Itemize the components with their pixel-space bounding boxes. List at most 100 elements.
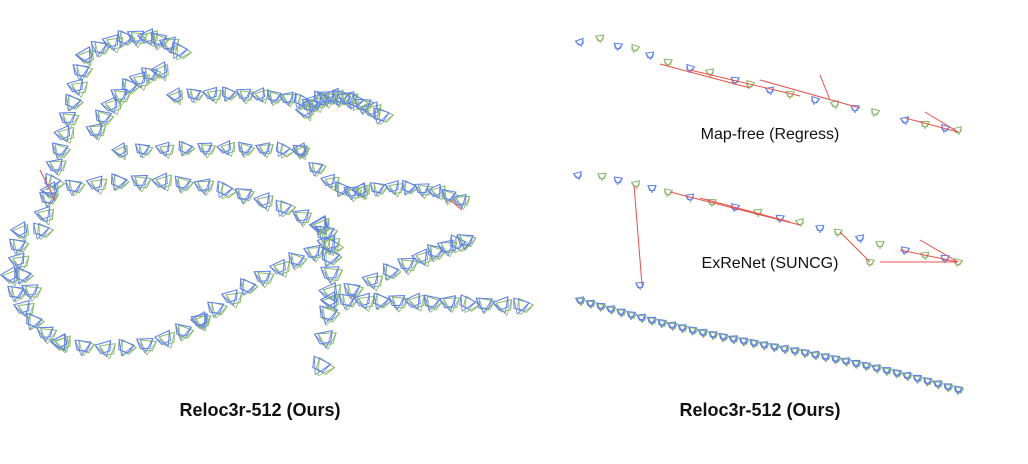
camera-frustum: [833, 228, 844, 237]
camera-frustum: [292, 209, 310, 226]
exrenet-label: ExReNet (SUNCG): [701, 255, 839, 272]
camera-frustum: [215, 140, 232, 156]
camera-frustum: [51, 142, 69, 159]
mapfree-trajectory-row: [574, 34, 962, 135]
camera-frustum: [851, 359, 861, 368]
camera-frustum: [912, 374, 922, 383]
camera-frustum: [403, 180, 419, 196]
camera-frustum: [117, 29, 134, 48]
camera-frustum: [313, 330, 333, 349]
camera-frustum: [410, 248, 428, 266]
camera-frustum: [275, 199, 293, 217]
camera-frustum: [153, 329, 171, 348]
left-trajectory-panel: [0, 28, 535, 377]
camera-frustum: [85, 175, 103, 193]
camera-frustum: [708, 331, 718, 340]
pose-error-line: [633, 184, 643, 286]
left-caption: Reloc3r-512 (Ours): [179, 400, 341, 420]
camera-frustum: [9, 221, 28, 239]
camera-frustum: [100, 96, 118, 114]
camera-frustum: [647, 185, 657, 193]
camera-frustum: [387, 295, 406, 311]
camera-frustum: [175, 323, 193, 340]
pose-error-line: [39, 169, 56, 201]
camera-frustum: [688, 326, 698, 335]
camera-frustum: [64, 179, 83, 196]
camera-frustum: [66, 78, 83, 96]
camera-frustum: [953, 385, 964, 395]
camera-frustum: [211, 301, 228, 319]
camera-frustum: [33, 222, 50, 240]
camera-frustum: [74, 339, 92, 356]
camera-frustum: [865, 258, 875, 268]
camera-frustum: [220, 289, 238, 307]
camera-frustum: [308, 161, 324, 177]
camera-frustum: [426, 183, 442, 199]
camera-frustum: [491, 296, 509, 314]
pose-error-line: [659, 63, 751, 89]
camera-frustum: [288, 252, 306, 269]
camera-frustum: [68, 179, 86, 197]
right-caption: Reloc3r-512 (Ours): [679, 400, 841, 420]
camera-frustum: [414, 183, 430, 197]
camera-frustum: [316, 234, 336, 254]
camera-frustum: [197, 142, 213, 157]
camera-frustum: [334, 181, 350, 197]
camera-frustum: [39, 181, 58, 199]
camera-frustum: [854, 234, 865, 243]
pose-error-line: [699, 197, 791, 223]
exrenet-trajectory-row: [572, 170, 964, 291]
camera-frustum: [90, 40, 108, 58]
camera-frustum: [423, 294, 441, 312]
camera-frustum: [317, 332, 337, 350]
camera-frustum: [815, 224, 825, 234]
camera-frustum: [207, 301, 225, 318]
camera-frustum: [253, 192, 270, 210]
camera-frustum: [595, 302, 606, 311]
camera-frustum: [840, 357, 850, 366]
camera-frustum: [53, 124, 71, 143]
camera-frustum: [574, 296, 585, 305]
camera-frustum: [110, 173, 128, 191]
pose-error-line: [924, 111, 959, 133]
camera-frustum: [697, 328, 707, 337]
camera-frustum: [875, 241, 885, 249]
camera-frustum: [764, 86, 775, 95]
camera-frustum: [189, 311, 208, 329]
camera-frustum: [789, 347, 800, 356]
camera-frustum: [74, 46, 93, 64]
camera-frustum: [15, 266, 32, 285]
camera-frustum: [239, 277, 257, 296]
camera-frustum: [186, 88, 202, 103]
camera-frustum: [459, 294, 477, 312]
camera-frustum: [202, 86, 218, 102]
camera-frustum: [441, 188, 457, 204]
camera-frustum: [278, 91, 294, 107]
camera-frustum: [171, 41, 189, 59]
camera-frustum: [275, 141, 291, 157]
camera-frustum: [361, 101, 378, 119]
camera-frustum: [332, 89, 350, 107]
camera-frustum: [174, 175, 192, 193]
camera-frustum: [180, 140, 196, 157]
camera-frustum: [320, 266, 340, 284]
camera-frustum: [635, 281, 645, 291]
camera-frustum: [871, 364, 881, 373]
camera-frustum: [21, 284, 39, 300]
camera-frustum: [45, 158, 63, 175]
camera-frustum: [58, 111, 76, 128]
camera-frustum: [85, 123, 103, 140]
camera-frustum: [72, 64, 90, 81]
reloc3r-trajectory-row: [574, 296, 965, 396]
camera-frustum: [165, 87, 182, 103]
camera-frustum: [303, 244, 321, 262]
camera-frustum: [353, 292, 370, 310]
camera-frustum: [134, 143, 151, 158]
camera-frustum: [255, 142, 271, 157]
camera-frustum: [101, 34, 119, 52]
camera-frustum: [594, 34, 605, 43]
camera-frustum: [820, 353, 830, 362]
camera-frustum: [749, 338, 759, 348]
camera-frustum: [223, 86, 239, 103]
